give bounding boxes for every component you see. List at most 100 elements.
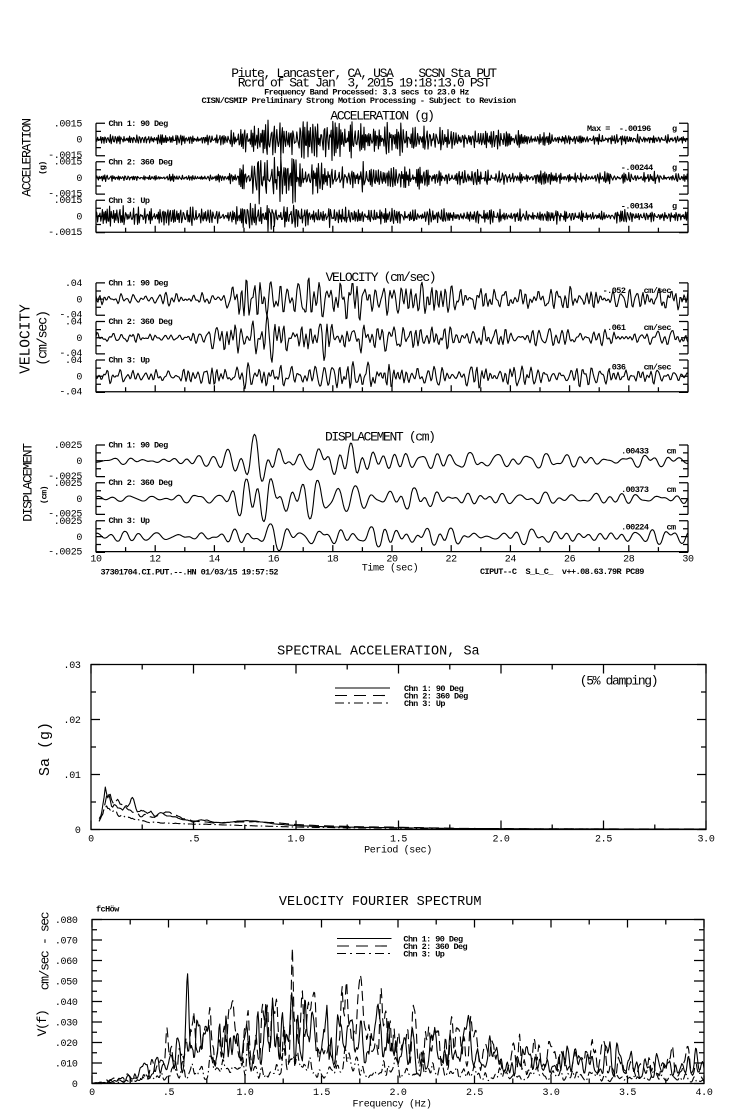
svg-text:fcHöw: fcHöw: [96, 905, 120, 915]
svg-text:SPECTRAL ACCELERATION, Sa: SPECTRAL ACCELERATION, Sa: [277, 644, 480, 659]
svg-text:(5% damping): (5% damping): [580, 673, 657, 688]
svg-text:g: g: [672, 163, 677, 173]
svg-text:Chn 2: 360 Deg: Chn 2: 360 Deg: [404, 692, 468, 702]
svg-text:.080: .080: [55, 916, 78, 927]
svg-text:.04: .04: [65, 356, 82, 367]
svg-text:.03: .03: [64, 661, 81, 672]
svg-text:Chn 3: Up: Chn 3: Up: [403, 950, 444, 960]
svg-text:.5: .5: [163, 1088, 175, 1099]
svg-text:cm: cm: [667, 485, 677, 495]
svg-text:VELOCITY FOURIER SPECTRUM: VELOCITY FOURIER SPECTRUM: [279, 895, 482, 910]
svg-text:1.0: 1.0: [237, 1088, 254, 1099]
svg-text:(g): (g): [38, 161, 48, 175]
svg-text:3.0: 3.0: [543, 1088, 560, 1099]
svg-text:4.0: 4.0: [696, 1088, 713, 1099]
svg-text:Chn 2: 360 Deg: Chn 2: 360 Deg: [403, 942, 467, 952]
svg-text:0: 0: [72, 1080, 78, 1091]
svg-text:.01: .01: [64, 771, 81, 782]
svg-text:.0015: .0015: [54, 196, 83, 207]
svg-text:16: 16: [268, 555, 280, 566]
svg-text:2.5: 2.5: [595, 835, 612, 846]
svg-text:DISPLACEMENT (cm): DISPLACEMENT (cm): [325, 430, 435, 445]
svg-text:0: 0: [76, 136, 82, 147]
svg-text:-.0025: -.0025: [48, 472, 82, 483]
svg-text:.0015: .0015: [54, 158, 83, 169]
svg-text:37301704.CI.PUT.--.HN 01/03/15: 37301704.CI.PUT.--.HN 01/03/15 19:57:52: [101, 568, 279, 578]
svg-text:0: 0: [76, 295, 82, 306]
svg-text:CIPUT--C S_L_C_ v++.08.63.79: CIPUT--C S_L_C_ v++.08.63.79R PC89: [480, 567, 644, 577]
svg-text:Chn 1: 90 Deg: Chn 1: 90 Deg: [404, 684, 464, 694]
svg-text:VELOCITY (cm/sec): VELOCITY (cm/sec): [326, 270, 436, 285]
svg-text:Chn 3: Up: Chn 3: Up: [109, 356, 150, 366]
svg-text:Max = -.00196: Max = -.00196: [587, 124, 651, 134]
svg-text:Period (sec): Period (sec): [364, 845, 432, 857]
svg-text:Chn 1: 90 Deg: Chn 1: 90 Deg: [109, 279, 169, 289]
svg-text:-.0015: -.0015: [48, 189, 82, 200]
svg-text:30: 30: [682, 555, 694, 566]
svg-text:24: 24: [505, 555, 517, 566]
svg-text:1.0: 1.0: [288, 835, 305, 846]
svg-text:3.5: 3.5: [619, 1088, 636, 1099]
svg-text:-.04: -.04: [59, 388, 82, 399]
svg-text:.050: .050: [55, 978, 78, 989]
svg-text:0: 0: [75, 826, 81, 837]
svg-text:Chn 3: Up: Chn 3: Up: [109, 196, 150, 206]
svg-text:Frequency (Hz): Frequency (Hz): [352, 1099, 431, 1111]
svg-text:.070: .070: [55, 937, 78, 948]
svg-text:Chn 2: 360 Deg: Chn 2: 360 Deg: [109, 478, 173, 488]
svg-text:.04: .04: [65, 318, 82, 329]
svg-text:ACCELERATION: ACCELERATION: [20, 119, 35, 197]
svg-text:1.5: 1.5: [390, 835, 407, 846]
svg-text:.0025: .0025: [54, 517, 83, 528]
svg-text:0: 0: [76, 334, 82, 345]
svg-text:Chn 3: Up: Chn 3: Up: [404, 699, 445, 709]
svg-text:Chn 2: 360 Deg: Chn 2: 360 Deg: [109, 157, 173, 167]
svg-text:0: 0: [88, 835, 94, 846]
svg-text:.02: .02: [64, 716, 81, 727]
svg-text:0: 0: [76, 495, 82, 506]
svg-text:cm: cm: [667, 446, 677, 456]
svg-text:.04: .04: [65, 279, 82, 290]
svg-text:-.0015: -.0015: [48, 228, 82, 239]
svg-text:Sa (g): Sa (g): [37, 722, 54, 776]
svg-text:2.0: 2.0: [390, 1088, 407, 1099]
svg-text:Chn 3: Up: Chn 3: Up: [109, 516, 150, 526]
svg-text:.040: .040: [55, 998, 78, 1009]
svg-text:V(f): V(f): [35, 1011, 50, 1037]
svg-text:-.04: -.04: [59, 349, 82, 360]
svg-text:28: 28: [623, 555, 635, 566]
svg-text:-.0025: -.0025: [48, 548, 82, 559]
svg-text:Chn 1: 90 Deg: Chn 1: 90 Deg: [109, 440, 169, 450]
svg-text:.0015: .0015: [54, 119, 83, 130]
svg-text:2.0: 2.0: [493, 835, 510, 846]
svg-text:Chn 1: 90 Deg: Chn 1: 90 Deg: [403, 935, 463, 945]
svg-text:1.5: 1.5: [313, 1088, 330, 1099]
svg-text:.020: .020: [55, 1039, 78, 1050]
svg-text:.00373: .00373: [621, 485, 649, 495]
svg-text:cm/sec: cm/sec: [644, 363, 672, 373]
svg-text:Frequency Band Processed: 3.3: Frequency Band Processed: 3.3 secs to 23…: [264, 88, 469, 98]
svg-text:g: g: [672, 124, 677, 134]
svg-text:.036: .036: [607, 363, 626, 373]
svg-text:18: 18: [327, 555, 339, 566]
svg-text:0: 0: [76, 174, 82, 185]
svg-text:-.00244: -.00244: [621, 163, 653, 173]
svg-text:DISPLACEMENT: DISPLACEMENT: [21, 443, 36, 522]
svg-text:VELOCITY: VELOCITY: [19, 304, 35, 374]
svg-text:.0025: .0025: [54, 441, 83, 452]
svg-text:-.052: -.052: [603, 286, 626, 296]
svg-text:Piute, Lancaster, CA, USA S: Piute, Lancaster, CA, USA SCSN Sta PUT: [231, 66, 497, 81]
svg-text:.00433: .00433: [621, 446, 649, 456]
svg-text:0: 0: [76, 372, 82, 383]
svg-text:cm/sec - sec: cm/sec - sec: [38, 912, 53, 990]
svg-text:-.0025: -.0025: [48, 510, 82, 521]
svg-text:Chn 1: 90 Deg: Chn 1: 90 Deg: [109, 119, 169, 129]
svg-text:0: 0: [89, 1088, 95, 1099]
svg-text:3.0: 3.0: [698, 835, 715, 846]
svg-text:14: 14: [209, 555, 221, 566]
svg-text:Chn 2: 360 Deg: Chn 2: 360 Deg: [109, 317, 173, 327]
svg-text:-.00134: -.00134: [621, 202, 653, 212]
svg-text:.061: .061: [607, 323, 626, 333]
svg-text:26: 26: [564, 555, 576, 566]
svg-text:ACCELERATION (g): ACCELERATION (g): [330, 109, 433, 124]
